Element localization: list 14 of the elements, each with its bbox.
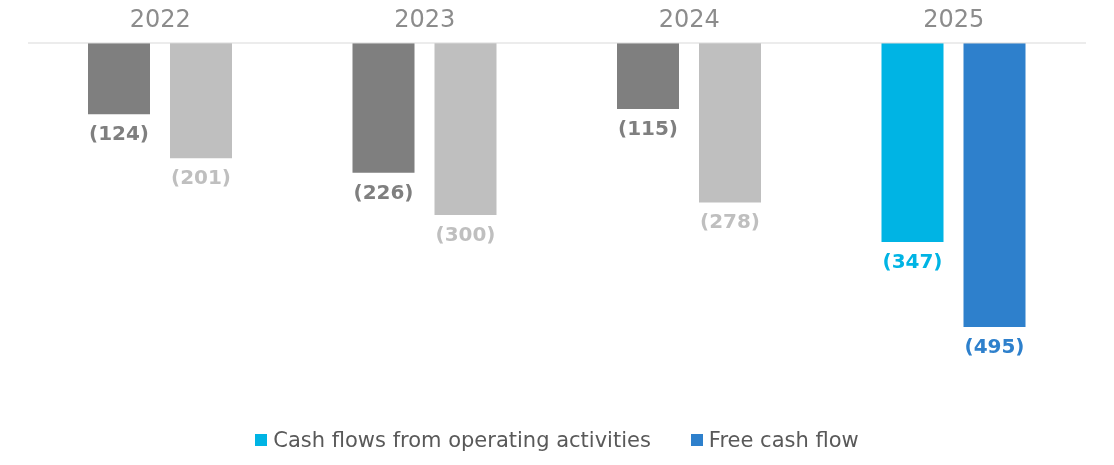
x-tick-label: 2024 <box>658 5 720 33</box>
legend-label: Cash flows from operating activities <box>273 428 651 452</box>
data-label: (115) <box>617 115 679 140</box>
legend-label: Free cash flow <box>708 428 859 452</box>
data-label: (278) <box>699 209 761 234</box>
x-tick-label: 2025 <box>923 5 985 33</box>
data-label: (495) <box>964 334 1025 358</box>
data-label: (300) <box>435 222 496 247</box>
data-label: (124) <box>88 121 150 146</box>
data-label: (226) <box>353 179 414 204</box>
x-tick-label: 2022 <box>129 5 191 33</box>
x-tick-label: 2023 <box>394 5 456 33</box>
data-label: (347) <box>882 249 943 274</box>
data-label: (201) <box>170 165 232 190</box>
